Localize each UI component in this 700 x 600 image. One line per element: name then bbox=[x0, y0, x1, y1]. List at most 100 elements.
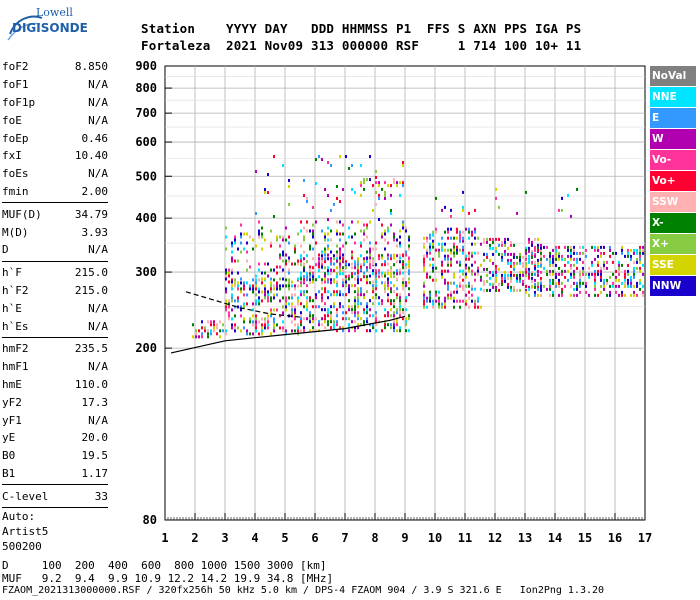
param-value: N/A bbox=[88, 319, 108, 333]
echo-point bbox=[231, 287, 233, 291]
echo-point bbox=[285, 226, 287, 230]
echo-point bbox=[330, 281, 332, 285]
echo-point bbox=[519, 288, 521, 292]
echo-point bbox=[555, 248, 557, 252]
echo-point bbox=[390, 269, 392, 273]
echo-point bbox=[309, 299, 311, 303]
echo-point bbox=[303, 280, 305, 284]
echo-point bbox=[318, 155, 320, 158]
echo-point bbox=[558, 272, 560, 276]
echo-point bbox=[351, 272, 353, 276]
echo-point bbox=[339, 232, 341, 236]
echo-point bbox=[468, 236, 470, 240]
echo-point bbox=[603, 263, 605, 267]
echo-point bbox=[399, 308, 401, 312]
echo-point bbox=[483, 288, 485, 292]
echo-point bbox=[360, 164, 362, 167]
echo-point bbox=[339, 269, 341, 273]
echo-point bbox=[405, 263, 407, 267]
echo-point bbox=[456, 251, 458, 255]
echo-point bbox=[558, 293, 560, 297]
echo-point bbox=[426, 251, 428, 255]
echo-point bbox=[366, 223, 368, 227]
echo-point bbox=[450, 293, 452, 297]
echo-point bbox=[522, 264, 524, 268]
echo-point bbox=[525, 261, 527, 265]
echo-point bbox=[324, 238, 326, 242]
echo-point bbox=[612, 284, 614, 288]
echo-point bbox=[291, 305, 293, 309]
param-name: h`F bbox=[2, 266, 22, 280]
echo-point bbox=[555, 281, 557, 285]
echo-point bbox=[327, 280, 329, 284]
echo-point bbox=[333, 323, 335, 327]
echo-point bbox=[462, 272, 464, 276]
echo-point bbox=[549, 278, 551, 282]
echo-point bbox=[258, 229, 260, 233]
echo-point bbox=[474, 208, 476, 212]
param-name: M(D) bbox=[2, 225, 29, 239]
echo-point bbox=[264, 317, 266, 321]
echo-cluster bbox=[225, 220, 410, 284]
echo-point bbox=[444, 248, 446, 252]
echo-point bbox=[402, 181, 404, 185]
echo-point bbox=[588, 275, 590, 279]
echo-point bbox=[366, 275, 368, 279]
echo-point bbox=[477, 272, 479, 276]
echo-point bbox=[456, 245, 458, 249]
echo-point bbox=[237, 259, 239, 263]
echo-point bbox=[324, 274, 326, 278]
echo-point bbox=[399, 293, 401, 297]
echo-point bbox=[324, 247, 326, 251]
echo-point bbox=[246, 232, 248, 236]
echo-point bbox=[264, 188, 266, 191]
echo-point bbox=[321, 158, 323, 161]
x-tick-label: 9 bbox=[401, 531, 408, 545]
echo-point bbox=[231, 280, 233, 284]
echo-point bbox=[339, 272, 341, 276]
echo-point bbox=[348, 167, 350, 170]
echo-point bbox=[573, 257, 575, 261]
echo-point bbox=[312, 326, 314, 330]
echo-point bbox=[447, 293, 449, 297]
echo-point bbox=[381, 187, 383, 191]
echo-point bbox=[492, 273, 494, 277]
echo-point bbox=[594, 293, 596, 297]
echo-point bbox=[279, 235, 281, 239]
echo-point bbox=[351, 311, 353, 315]
echo-point bbox=[435, 227, 437, 231]
echo-point bbox=[336, 259, 338, 263]
echo-point bbox=[408, 329, 410, 333]
param-name: foF1 bbox=[2, 78, 29, 92]
echo-point bbox=[378, 218, 380, 221]
echo-point bbox=[381, 274, 383, 278]
echo-point bbox=[372, 184, 374, 188]
echo-point bbox=[516, 261, 518, 265]
echo-point bbox=[444, 254, 446, 258]
echo-point bbox=[282, 329, 284, 333]
echo-point bbox=[390, 326, 392, 330]
echo-point bbox=[423, 236, 425, 240]
echo-point bbox=[462, 236, 464, 240]
echo-point bbox=[240, 241, 242, 245]
echo-point bbox=[267, 320, 269, 324]
echo-point bbox=[342, 305, 344, 309]
echo-point bbox=[297, 277, 299, 281]
echo-point bbox=[333, 290, 335, 294]
echo-point bbox=[315, 158, 317, 161]
echo-point bbox=[423, 305, 425, 309]
echo-point bbox=[195, 332, 197, 336]
echo-point bbox=[453, 281, 455, 285]
echo-point bbox=[324, 326, 326, 330]
echo-point bbox=[630, 293, 632, 297]
echo-point bbox=[525, 270, 527, 274]
echo-point bbox=[633, 275, 635, 279]
echo-point bbox=[513, 267, 515, 271]
echo-point bbox=[456, 260, 458, 264]
echo-point bbox=[555, 257, 557, 261]
echo-point bbox=[408, 317, 410, 321]
echo-point bbox=[384, 274, 386, 278]
echo-point bbox=[354, 308, 356, 312]
echo-point bbox=[495, 279, 497, 283]
echo-point bbox=[528, 257, 530, 261]
